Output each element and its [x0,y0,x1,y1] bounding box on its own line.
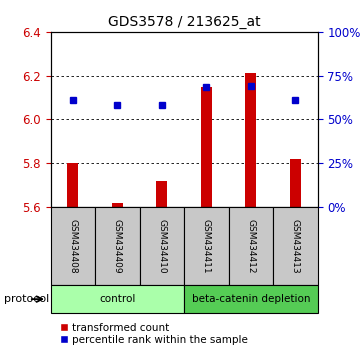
Text: GSM434412: GSM434412 [247,219,255,273]
Legend: transformed count, percentile rank within the sample: transformed count, percentile rank withi… [56,318,252,349]
Bar [184,285,318,313]
Text: control: control [99,294,135,304]
Title: GDS3578 / 213625_at: GDS3578 / 213625_at [108,16,260,29]
Bar [95,207,140,285]
Text: protocol: protocol [4,294,49,304]
Bar [245,74,256,207]
Text: beta-catenin depletion: beta-catenin depletion [192,294,310,304]
Bar [140,207,184,285]
Bar [273,207,318,285]
Text: GSM434409: GSM434409 [113,219,122,273]
Bar [51,207,95,285]
Text: GSM434410: GSM434410 [157,219,166,273]
Bar [229,207,273,285]
Text: GSM434411: GSM434411 [202,219,211,273]
Bar [51,285,184,313]
Bar [184,207,229,285]
Bar [290,159,301,207]
Text: GSM434413: GSM434413 [291,219,300,273]
Bar [67,163,78,207]
Text: GSM434408: GSM434408 [68,219,77,273]
Bar [112,203,123,207]
Bar [201,87,212,207]
Bar [156,181,168,207]
